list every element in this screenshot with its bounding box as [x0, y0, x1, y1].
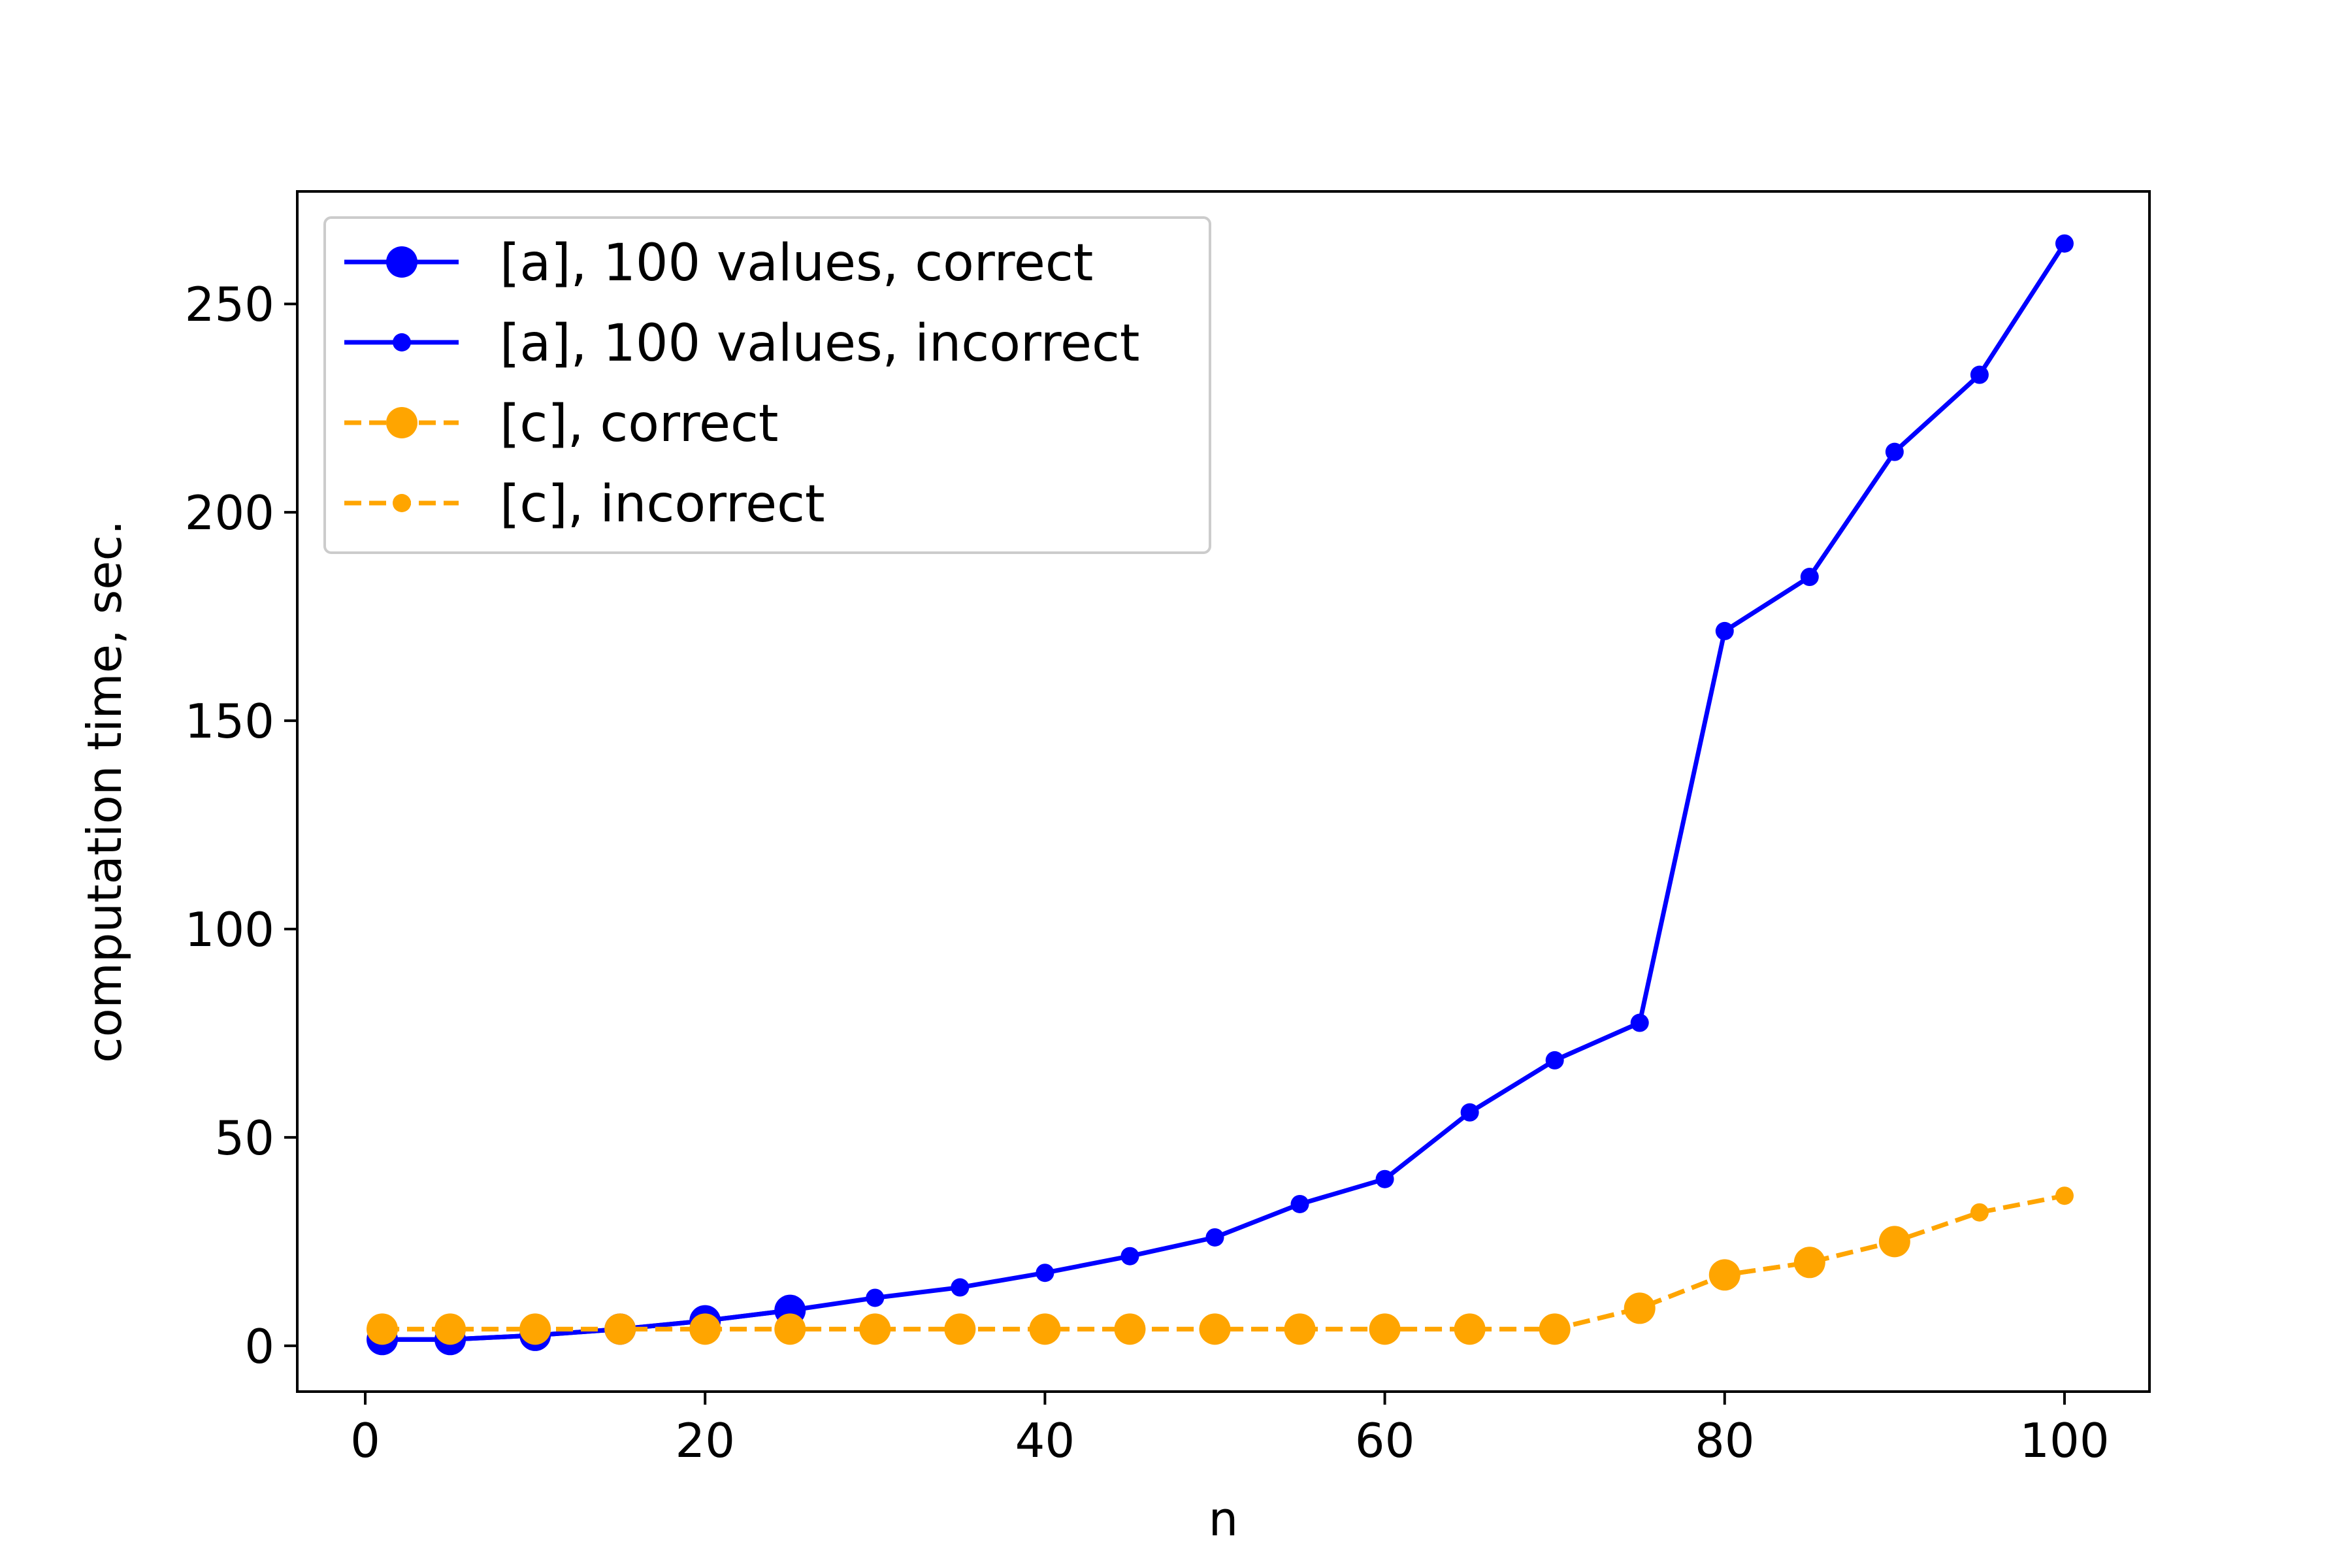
data-point — [1205, 1228, 1224, 1247]
data-point — [1205, 1320, 1224, 1339]
y-axis-label: computation time, sec. — [77, 520, 132, 1063]
legend-marker — [386, 246, 417, 278]
data-point — [696, 1320, 715, 1339]
data-point — [1460, 1103, 1479, 1122]
x-tick-label: 0 — [350, 1413, 380, 1468]
plot-frame — [296, 190, 2151, 1393]
x-tick-label: 20 — [675, 1413, 735, 1468]
data-point — [1885, 1232, 1904, 1251]
x-axis: 0 20 40 60 80 100 — [350, 1392, 2110, 1468]
data-point — [1885, 442, 1904, 461]
series-4 — [373, 1186, 2074, 1339]
y-tick-label: 50 — [214, 1111, 274, 1166]
x-tick-label: 100 — [2019, 1413, 2109, 1468]
plot-area — [367, 234, 2074, 1356]
legend-marker — [386, 407, 417, 438]
data-point — [1545, 1051, 1564, 1070]
x-tick-label: 60 — [1355, 1413, 1415, 1468]
data-point — [1120, 1320, 1139, 1339]
legend-box — [323, 216, 1211, 554]
data-point — [441, 1320, 460, 1339]
x-axis-label: n — [1209, 1492, 1239, 1546]
data-point — [1630, 1013, 1649, 1032]
legend-label: [a], 100 values, correct — [500, 234, 1093, 293]
data-point — [1970, 1203, 1989, 1222]
data-point — [373, 1320, 392, 1339]
data-point — [611, 1320, 630, 1339]
data-point — [1545, 1320, 1564, 1339]
data-point — [1970, 365, 1989, 384]
data-point — [1375, 1320, 1394, 1339]
data-point — [1290, 1194, 1309, 1213]
legend-label: [a], 100 values, incorrect — [500, 314, 1139, 373]
data-point — [1120, 1247, 1139, 1266]
y-tick-label: 250 — [185, 277, 274, 332]
data-point — [1715, 621, 1734, 640]
data-point — [866, 1320, 885, 1339]
y-axis: 0 50 100 150 200 250 — [185, 277, 297, 1374]
x-tick-label: 40 — [1015, 1413, 1075, 1468]
data-point — [1715, 1266, 1734, 1284]
data-point — [866, 1288, 885, 1307]
legend: [a], 100 values, correct [a], 100 values,… — [323, 216, 1211, 554]
data-point — [2055, 1186, 2074, 1205]
legend-marker — [393, 333, 411, 351]
data-point — [1460, 1320, 1479, 1339]
legend-marker — [393, 494, 411, 512]
x-tick-label: 80 — [1695, 1413, 1755, 1468]
data-point — [1375, 1169, 1394, 1188]
data-point — [781, 1320, 800, 1339]
data-point — [951, 1278, 970, 1297]
data-point — [1036, 1320, 1054, 1339]
data-point — [1800, 1253, 1819, 1272]
legend-label: [c], incorrect — [500, 475, 825, 534]
data-point — [1290, 1320, 1309, 1339]
y-tick-label: 200 — [185, 485, 274, 540]
legend-label: [c], correct — [500, 395, 778, 453]
y-tick-label: 0 — [244, 1319, 274, 1374]
data-point — [1800, 568, 1819, 587]
data-point — [2055, 234, 2074, 253]
data-point — [951, 1320, 970, 1339]
data-point — [526, 1320, 545, 1339]
data-point — [1036, 1264, 1054, 1282]
y-tick-label: 100 — [185, 902, 274, 957]
y-tick-label: 150 — [185, 694, 274, 749]
data-point — [1630, 1299, 1649, 1318]
